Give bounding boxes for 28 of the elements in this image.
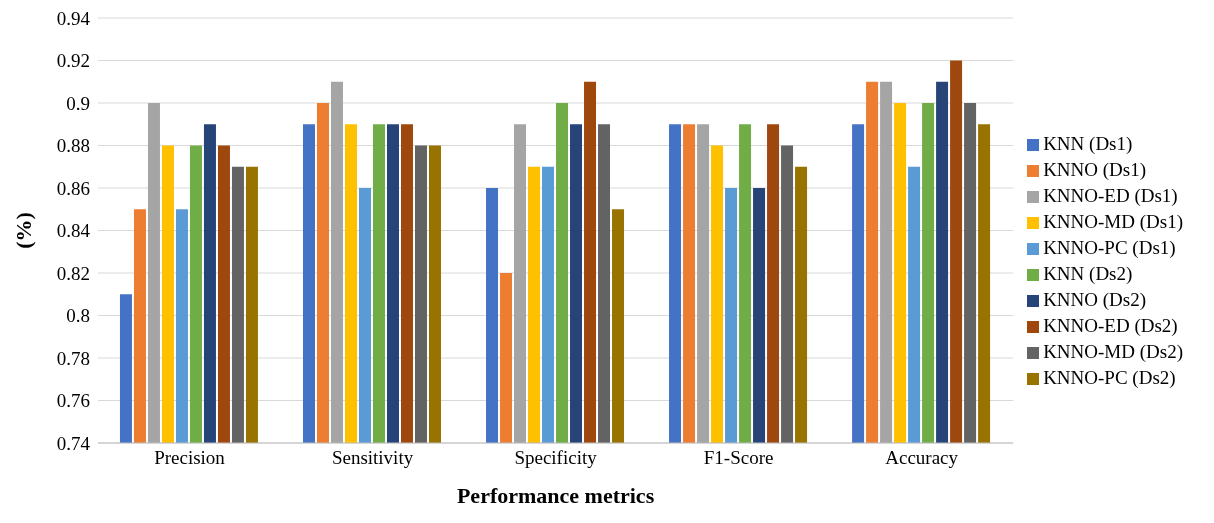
legend-label: KNNO (Ds2) [1043,288,1147,310]
y-tick-label: 0.78 [56,347,90,369]
legend-label: KNNO (Ds1) [1043,158,1147,180]
legend-label: KNNO-PC (Ds2) [1043,366,1176,388]
y-tick-label: 0.76 [56,390,90,412]
y-tick-label: 0.86 [56,177,90,199]
y-tick-label: 0.82 [56,262,90,284]
y-tick-label: 0.88 [56,135,90,157]
legend-label: KNNO-ED (Ds1) [1043,184,1178,206]
y-tick-label: 0.92 [56,50,90,72]
legend-label: KNNO-MD (Ds1) [1043,210,1183,232]
x-tick-label: F1-Score [703,447,774,469]
legend-label: KNNO-MD (Ds2) [1043,340,1183,362]
y-tick-label: 0.9 [66,92,90,114]
y-tick-label: 0.84 [56,220,91,242]
x-axis-title: Performance metrics [456,483,655,508]
y-tick-label: 0.74 [56,432,91,454]
y-tick-label: 0.94 [56,7,91,29]
legend-label: KNNO-PC (Ds1) [1043,236,1176,258]
y-tick-label: 0.8 [66,305,90,327]
x-tick-label: Accuracy [885,447,959,469]
y-axis-title: (%) [10,212,36,249]
legend-label: KNN (Ds2) [1043,262,1133,284]
x-tick-label: Sensitivity [331,447,414,469]
x-tick-label: Specificity [514,447,598,469]
legend-label: KNNO-ED (Ds2) [1043,314,1178,336]
x-tick-label: Precision [154,447,226,469]
legend-label: KNN (Ds1) [1043,132,1133,154]
